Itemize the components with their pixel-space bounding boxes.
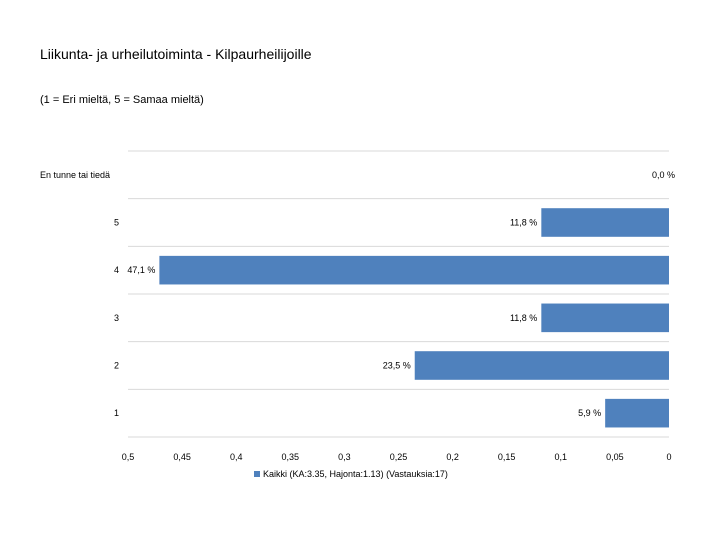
- legend-label: Kaikki (KA:3.35, Hajonta:1.13) (Vastauks…: [263, 469, 448, 479]
- data-label: 23,5 %: [383, 361, 411, 371]
- category-label: 4: [114, 265, 119, 275]
- x-tick-label: 0,05: [606, 452, 624, 462]
- data-label: 47,1 %: [127, 265, 155, 275]
- bar: [541, 208, 669, 237]
- chart-title: Liikunta- ja urheilutoiminta - Kilpaurhe…: [40, 46, 312, 62]
- category-label: 1: [114, 408, 119, 418]
- x-tick-label: 0,3: [338, 452, 351, 462]
- legend-swatch: [254, 471, 260, 477]
- x-tick-label: 0,25: [390, 452, 408, 462]
- x-tick-label: 0,4: [230, 452, 243, 462]
- category-label: 5: [114, 218, 119, 228]
- bar: [605, 398, 669, 428]
- bar: [414, 351, 669, 380]
- data-label: 11,8 %: [510, 218, 537, 228]
- data-label: 5,9 %: [578, 408, 601, 418]
- data-label: 0,0 %: [652, 170, 675, 180]
- bar: [159, 255, 670, 285]
- x-tick-label: 0,15: [498, 452, 516, 462]
- x-tick-label: 0: [666, 452, 671, 462]
- x-tick-label: 0,45: [173, 452, 191, 462]
- x-tick-label: 0,1: [555, 452, 568, 462]
- x-tick-label: 0,2: [446, 452, 459, 462]
- x-tick-label: 0,35: [282, 452, 300, 462]
- category-label: 3: [114, 313, 119, 323]
- category-label: En tunne tai tiedä: [40, 170, 110, 180]
- x-tick-label: 0,5: [122, 452, 135, 462]
- category-label: 2: [114, 361, 119, 371]
- chart-subtitle: (1 = Eri mieltä, 5 = Samaa mieltä): [40, 94, 204, 106]
- data-label: 11,8 %: [510, 313, 537, 323]
- bar: [541, 303, 669, 333]
